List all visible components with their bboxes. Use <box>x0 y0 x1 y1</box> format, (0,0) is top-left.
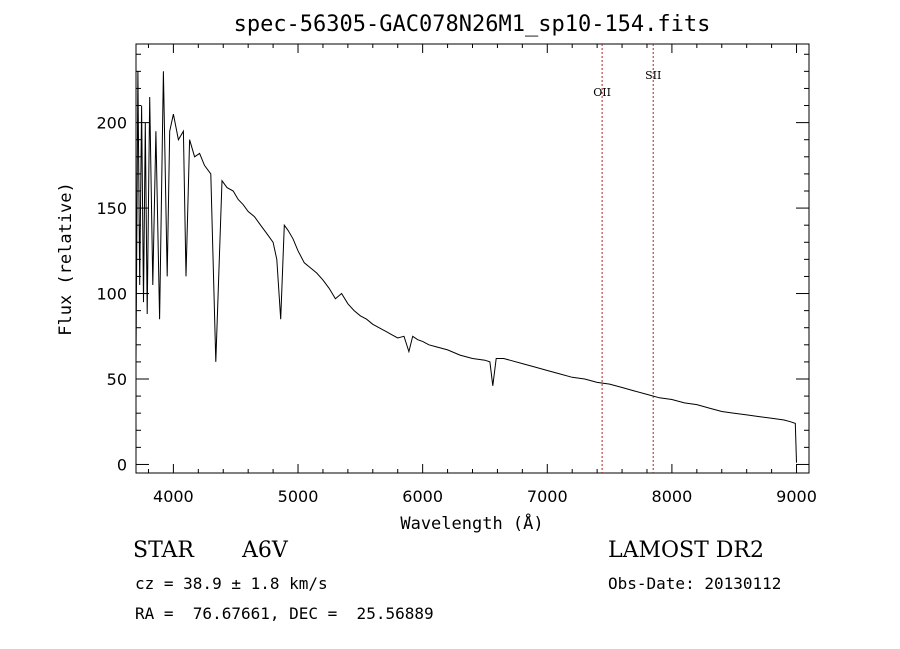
x-axis-label: Wavelength (Å) <box>400 512 543 534</box>
x-tick-label: 9000 <box>776 487 817 506</box>
redshift-value: cz = 38.9 ± 1.8 km/s <box>135 574 328 593</box>
reference-label-oii: OII <box>593 86 611 99</box>
object-class: STAR <box>133 538 194 563</box>
series-line-spectrum <box>135 71 797 463</box>
plot-frame <box>135 43 810 474</box>
y-tick-labels: 0 50 100 150 200 <box>96 114 127 475</box>
x-tick-label: 4000 <box>153 487 194 506</box>
y-tick-label: 200 <box>96 114 127 133</box>
x-tick-label: 6000 <box>402 487 443 506</box>
x-tick-label: 7000 <box>527 487 568 506</box>
x-tick-label: 5000 <box>278 487 319 506</box>
coordinates: RA = 76.67661, DEC = 25.56889 <box>135 604 434 623</box>
object-subclass: A6V <box>242 538 288 563</box>
x-tick-labels: 4000 5000 6000 7000 8000 9000 <box>153 487 817 506</box>
axis-ticks <box>136 44 809 473</box>
y-tick-label: 100 <box>96 285 127 304</box>
observation-date: Obs-Date: 20130112 <box>608 574 782 593</box>
reference-lines: OII SII <box>593 44 661 473</box>
y-tick-label: 150 <box>96 199 127 218</box>
y-axis-label: Flux (relative) <box>56 182 76 336</box>
chart-title: spec-56305-GAC078N26M1_sp10-154.fits <box>234 12 711 37</box>
y-tick-label: 0 <box>117 455 127 474</box>
x-tick-label: 8000 <box>652 487 693 506</box>
reference-label-sii: SII <box>645 69 661 82</box>
survey-name: LAMOST DR2 <box>608 538 764 563</box>
y-tick-label: 50 <box>107 370 127 389</box>
